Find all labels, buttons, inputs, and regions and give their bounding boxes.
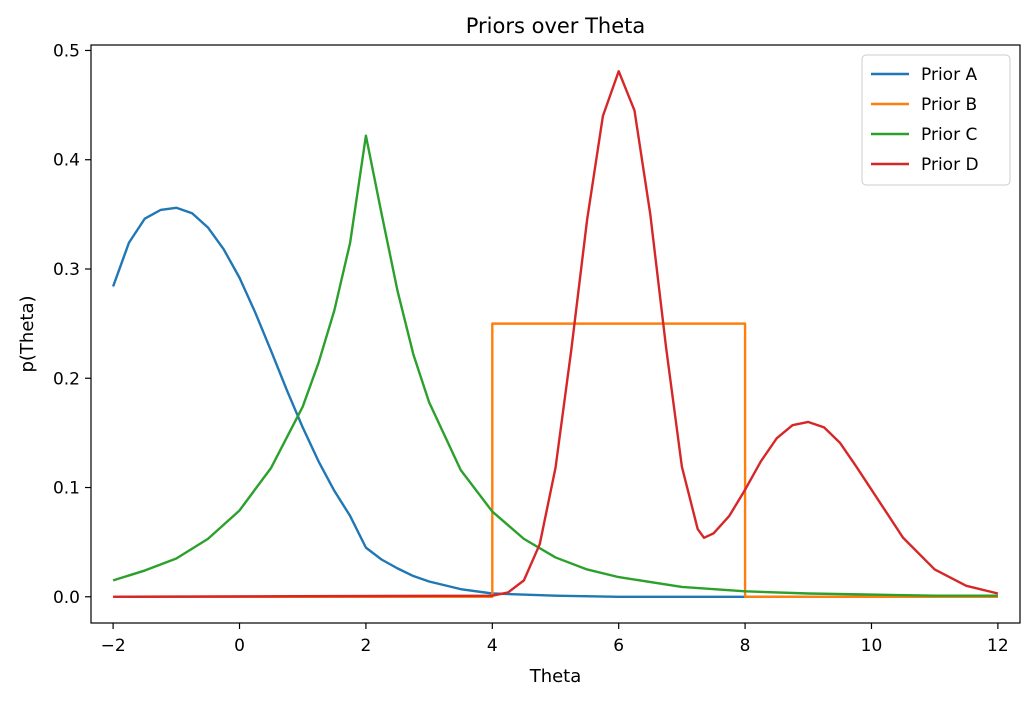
series-layer [111,70,999,598]
x-tick-label: 12 [987,636,1009,656]
y-tick-label: 0.1 [53,479,80,499]
x-tick-label: 4 [487,636,498,656]
chart-title: Priors over Theta [466,14,646,38]
legend-label: Prior D [921,155,979,175]
x-tick-label: 6 [613,636,624,656]
series-line-prior-c [112,134,998,597]
legend-box [861,54,1011,186]
legend-label: Prior B [921,95,977,115]
x-tick-label: 8 [740,636,751,656]
series-line-prior-d [113,70,999,598]
x-tick-label: 0 [234,636,245,656]
y-tick-label: 0.3 [53,260,80,280]
y-tick-label: 0.2 [53,369,80,389]
x-tick-label: 10 [861,636,883,656]
legend-label: Prior C [921,125,977,145]
x-axis-label: Theta [529,666,582,687]
y-axis-label: p(Theta) [17,295,38,372]
legend-label: Prior A [921,65,977,85]
x-tick-label: −2 [101,636,126,656]
y-tick-label: 0.5 [53,41,80,61]
series-line-prior-a [111,206,998,598]
plot-frame [90,44,1021,624]
y-tick-label: 0.4 [53,151,80,171]
legend: Prior A Prior B Prior C Prior D [861,54,1011,186]
y-axis: 0.0 0.1 0.2 0.3 0.4 0.5 [53,41,91,608]
x-tick-label: 2 [360,636,371,656]
x-axis: −2 0 2 4 6 8 10 12 [101,623,1009,656]
y-tick-label: 0.0 [53,588,80,608]
